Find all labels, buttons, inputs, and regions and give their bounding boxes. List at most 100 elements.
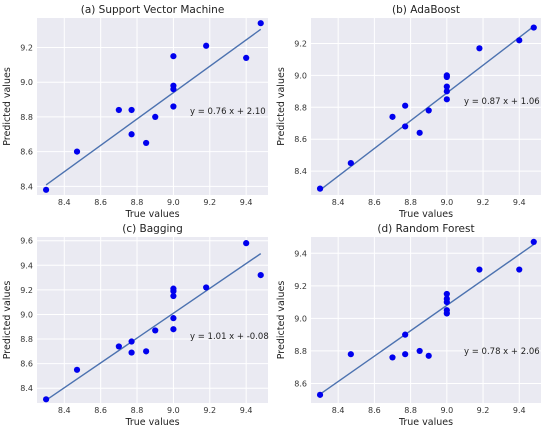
data-point (152, 113, 159, 121)
y-axis-label: Predicted values (276, 281, 287, 360)
fit-equation: y = 0.76 x + 2.10 (190, 107, 266, 117)
x-tick-label: 9.0 (440, 198, 453, 207)
x-tick-label: 9.0 (440, 406, 453, 415)
data-point (443, 310, 450, 317)
data-point (203, 42, 210, 49)
x-tick-label: 8.6 (368, 406, 381, 415)
data-point (128, 338, 135, 345)
data-point (402, 351, 409, 358)
data-point (170, 288, 177, 295)
data-point (443, 298, 450, 306)
data-point (257, 20, 264, 27)
data-point (516, 266, 523, 273)
x-tick-label: 9.0 (167, 406, 180, 415)
y-tick-label: 9.0 (294, 314, 307, 323)
data-point (42, 186, 50, 193)
data-point (115, 343, 122, 350)
x-tick-label: 9.4 (513, 198, 526, 207)
x-tick-label: 8.6 (94, 406, 107, 415)
y-tick-label: 8.6 (20, 360, 33, 369)
data-point (115, 106, 122, 114)
data-point (347, 351, 354, 358)
x-tick-label: 8.4 (58, 198, 71, 207)
x-tick-label: 9.2 (477, 406, 490, 415)
data-point (170, 53, 177, 60)
y-tick-label: 8.8 (294, 103, 307, 112)
data-point (476, 45, 483, 52)
x-tick-label: 8.8 (404, 406, 417, 415)
x-axis-label: True values (398, 209, 453, 220)
data-point (170, 326, 177, 333)
y-tick-label: 8.4 (20, 182, 33, 191)
data-point (170, 86, 177, 93)
x-tick-label: 8.4 (332, 406, 345, 415)
data-point (42, 396, 50, 403)
data-point (389, 113, 396, 120)
x-tick-label: 8.6 (368, 198, 381, 207)
data-point (389, 354, 396, 361)
data-point (73, 148, 81, 155)
y-tick-label: 9.4 (20, 261, 33, 270)
x-tick-label: 8.6 (94, 198, 107, 207)
y-tick-label: 8.4 (20, 384, 33, 393)
x-tick-label: 8.8 (131, 198, 144, 207)
chart-panel-1: 8.4 8.6 8.8 9.0 9.2 9.4 8.4 8.6 8.8 9.0 9.2 y = 0.7… (2, 4, 268, 220)
data-point (128, 131, 135, 138)
data-point (257, 272, 264, 279)
data-point (530, 238, 537, 245)
y-tick-label: 9.4 (294, 249, 307, 258)
y-axis-label: Predicted values (276, 67, 287, 146)
data-point (347, 160, 354, 167)
fit-equation: y = 0.78 x + 2.06 (464, 347, 540, 357)
data-point (516, 37, 523, 44)
y-tick-label: 9.0 (20, 310, 33, 319)
x-tick-label: 9.2 (203, 406, 216, 415)
data-point (203, 284, 210, 291)
data-point (443, 83, 450, 90)
y-tick-label: 9.2 (20, 286, 33, 295)
y-tick-label: 9.0 (294, 71, 307, 80)
x-axis-label: True values (124, 209, 179, 220)
chart-panel-2: 8.4 8.6 8.8 9.0 9.2 9.4 8.4 8.6 8.8 9.0 9.2 y = 0.8… (276, 4, 541, 220)
data-point (170, 103, 177, 110)
chart-title: (b) AdaBoost (392, 4, 460, 16)
data-point (402, 102, 409, 109)
data-point (143, 348, 150, 355)
y-tick-label: 9.0 (20, 78, 33, 87)
data-point (443, 73, 450, 81)
x-tick-label: 9.0 (167, 198, 180, 207)
x-tick-label: 9.4 (240, 198, 253, 207)
x-tick-label: 9.4 (513, 406, 526, 415)
data-point (170, 315, 177, 322)
chart-panel-4: 8.4 8.6 8.8 9.0 9.2 9.4 8.6 8.8 9.0 9.2 9.4 y = 0.7… (276, 223, 541, 428)
data-point (530, 24, 537, 31)
y-tick-label: 9.6 (20, 237, 33, 246)
y-axis-label: Predicted values (2, 67, 13, 146)
y-tick-label: 8.6 (20, 148, 33, 157)
y-tick-label: 8.8 (294, 347, 307, 356)
data-point (443, 88, 450, 95)
data-point (443, 96, 450, 103)
x-axis-label: True values (398, 417, 453, 428)
y-tick-label: 8.6 (294, 379, 307, 388)
x-tick-label: 8.8 (131, 406, 144, 415)
fit-line (45, 28, 262, 186)
data-point (402, 331, 409, 338)
y-tick-label: 8.8 (20, 335, 33, 344)
data-point (128, 106, 135, 114)
x-tick-label: 8.4 (332, 198, 345, 207)
y-tick-label: 9.2 (294, 282, 307, 291)
data-point (443, 290, 450, 298)
fit-equation: y = 0.87 x + 1.06 (464, 97, 540, 107)
x-tick-label: 8.4 (58, 406, 71, 415)
data-point (316, 391, 324, 398)
x-tick-label: 9.2 (203, 198, 216, 207)
data-point (243, 54, 250, 62)
y-axis-label: Predicted values (2, 281, 13, 360)
data-point (73, 366, 81, 373)
chart-title: (a) Support Vector Machine (81, 4, 225, 16)
x-tick-label: 8.8 (404, 198, 417, 207)
data-point (425, 107, 432, 114)
y-tick-label: 9.2 (294, 40, 307, 49)
